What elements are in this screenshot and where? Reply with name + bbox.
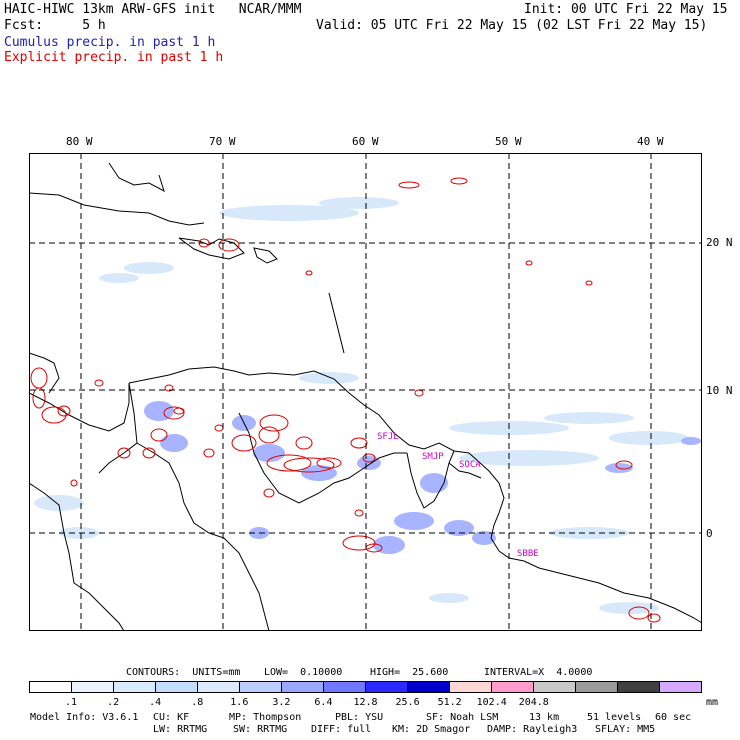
footer-pbl: PBL: YSU [335,712,384,723]
colorbar-swatch [408,682,450,692]
colorbar-swatch [366,682,408,692]
contour-low: LOW= 0.10000 [264,667,343,678]
lat-label-0: 0 [706,527,713,540]
station-soca: SOCA [459,460,481,470]
lon-label-40w: 40 W [637,135,664,148]
colorbar-swatch [240,682,282,692]
cumulus-legend: Cumulus precip. in past 1 h [4,35,216,50]
init-time: Init: 00 UTC Fri 22 May 15 [524,2,728,17]
contour-high: HIGH= 25.600 [370,667,449,678]
footer-damp: DAMP: Rayleigh3 [487,724,578,735]
valid-time: Valid: 05 UTC Fri 22 May 15 (02 LST Fri … [316,18,708,33]
footer-sf: SF: Noah LSM [426,712,499,723]
footer-lw: LW: RRTMG [153,724,208,735]
colorbar-tick: 25.6 [395,697,420,708]
colorbar-swatch [282,682,324,692]
colorbar-tick: .4 [149,697,162,708]
colorbar-tick: .2 [107,697,120,708]
colorbar-swatch [156,682,198,692]
colorbar-swatch [324,682,366,692]
contour-interval: INTERVAL=X 4.0000 [484,667,593,678]
footer-sw: SW: RRTMG [233,724,288,735]
footer-levels: 51 levels [587,712,642,723]
contour-units: CONTOURS: UNITS=mm [126,667,241,678]
colorbar-tick: 102.4 [476,697,507,708]
colorbar-tick: .8 [191,697,204,708]
colorbar-swatch [72,682,114,692]
precip-colorbar [29,681,702,693]
colorbar-tick: .1 [65,697,78,708]
footer-timestep: 60 sec [655,712,692,723]
colorbar-swatch [492,682,534,692]
colorbar-tick: 12.8 [353,697,378,708]
colorbar-tick: 3.2 [272,697,291,708]
lat-lon-grid [29,153,702,631]
colorbar-swatch [660,682,701,692]
colorbar-swatch [576,682,618,692]
footer-mp: MP: Thompson [229,712,302,723]
forecast-hour: Fcst: 5 h [4,18,106,33]
explicit-legend: Explicit precip. in past 1 h [4,50,224,65]
colorbar-tick: 51.2 [437,697,462,708]
footer-resolution: 13 km [529,712,560,723]
station-smjp: SMJP [422,452,444,462]
lat-label-20n: 20 N [706,236,733,249]
lon-label-80w: 80 W [66,135,93,148]
lon-label-50w: 50 W [495,135,522,148]
station-sfjl: SFJL [377,432,399,442]
explicit-precip-contours [30,177,661,623]
footer-cu: CU: KF [153,712,190,723]
colorbar-swatch [114,682,156,692]
map-title: HAIC-HIWC 13km ARW-GFS init NCAR/MMM [4,2,302,17]
lon-label-70w: 70 W [209,135,236,148]
colorbar-swatch [198,682,240,692]
colorbar-tick: 6.4 [314,697,333,708]
colorbar-tick: 1.6 [230,697,249,708]
coastlines [29,162,702,631]
colorbar-swatch [534,682,576,692]
lon-label-60w: 60 W [352,135,379,148]
colorbar-tick: 204.8 [518,697,549,708]
station-sbbe: SBBE [517,549,539,559]
footer-diff: DIFF: full [311,724,372,735]
colorbar-swatch [30,682,72,692]
colorbar-swatch [450,682,492,692]
footer-model-info: Model Info: V3.6.1 [30,712,139,723]
colorbar-unit: mm [706,697,719,708]
footer-km: KM: 2D Smagor [392,724,471,735]
colorbar-swatch [618,682,660,692]
lat-label-10n: 10 N [706,384,733,397]
precipitation-map: SFJL SMJP SOCA SBBE [29,153,702,631]
footer-sflay: SFLAY: MM5 [595,724,656,735]
